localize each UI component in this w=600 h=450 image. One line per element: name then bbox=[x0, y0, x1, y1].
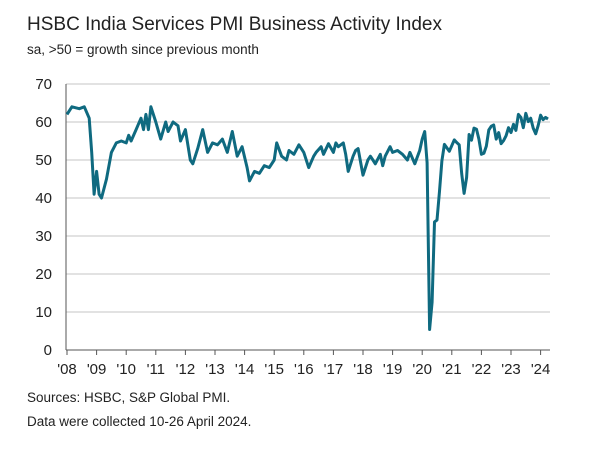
y-tick-label: 70 bbox=[35, 76, 52, 93]
x-tick-label: '16 bbox=[294, 361, 314, 378]
x-tick-label: '20 bbox=[412, 361, 432, 378]
x-tick-label: '22 bbox=[472, 361, 492, 378]
x-tick-label: '15 bbox=[264, 361, 284, 378]
chart-title: HSBC India Services PMI Business Activit… bbox=[27, 14, 442, 35]
x-tick-label: '12 bbox=[176, 361, 196, 378]
pmi-series-line bbox=[65, 105, 549, 331]
y-tick-label: 10 bbox=[35, 304, 52, 321]
y-tick-label: 60 bbox=[35, 114, 52, 131]
x-tick-label: '11 bbox=[147, 361, 165, 378]
x-tick-label: '10 bbox=[116, 361, 136, 378]
x-tick-label: '19 bbox=[383, 361, 403, 378]
x-tick-label: '13 bbox=[205, 361, 225, 378]
x-tick-label: '17 bbox=[324, 361, 344, 378]
x-tick-label: '08 bbox=[57, 361, 77, 378]
chart-subtitle: sa, >50 = growth since previous month bbox=[27, 42, 259, 57]
collection-note: Data were collected 10-26 April 2024. bbox=[27, 414, 252, 429]
x-tick-label: '24 bbox=[531, 361, 551, 378]
y-tick-label: 20 bbox=[35, 266, 52, 283]
sources-note: Sources: HSBC, S&P Global PMI. bbox=[27, 390, 231, 405]
x-tick-label: '23 bbox=[501, 361, 521, 378]
y-tick-label: 0 bbox=[44, 342, 52, 359]
y-tick-label: 30 bbox=[35, 228, 52, 245]
x-tick-label: '14 bbox=[235, 361, 255, 378]
y-tick-label: 50 bbox=[35, 152, 52, 169]
x-tick-label: '21 bbox=[442, 361, 462, 378]
x-tick-label: '18 bbox=[353, 361, 373, 378]
x-tick-label: '09 bbox=[87, 361, 107, 378]
y-tick-label: 40 bbox=[35, 190, 52, 207]
